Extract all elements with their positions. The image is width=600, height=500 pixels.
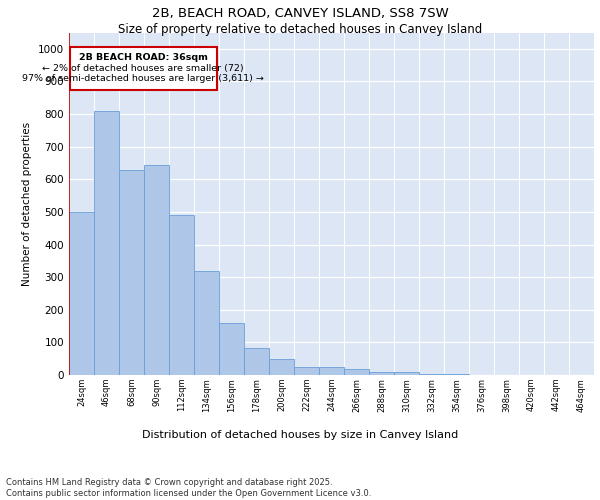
Bar xyxy=(69,212,94,375)
Text: Size of property relative to detached houses in Canvey Island: Size of property relative to detached ho… xyxy=(118,22,482,36)
Bar xyxy=(144,164,169,375)
Text: 97% of semi-detached houses are larger (3,611) →: 97% of semi-detached houses are larger (… xyxy=(22,74,264,84)
Text: ← 2% of detached houses are smaller (72): ← 2% of detached houses are smaller (72) xyxy=(42,64,244,73)
Text: 2B, BEACH ROAD, CANVEY ISLAND, SS8 7SW: 2B, BEACH ROAD, CANVEY ISLAND, SS8 7SW xyxy=(152,8,448,20)
Bar xyxy=(344,369,369,375)
Bar xyxy=(419,374,444,375)
Bar xyxy=(169,215,194,375)
FancyBboxPatch shape xyxy=(70,47,217,90)
Bar xyxy=(94,111,119,375)
Bar xyxy=(319,367,344,375)
Bar xyxy=(194,270,219,375)
Bar xyxy=(244,348,269,375)
Text: Distribution of detached houses by size in Canvey Island: Distribution of detached houses by size … xyxy=(142,430,458,440)
Bar xyxy=(369,372,394,375)
Y-axis label: Number of detached properties: Number of detached properties xyxy=(22,122,32,286)
Bar xyxy=(444,374,469,375)
Text: Contains HM Land Registry data © Crown copyright and database right 2025.
Contai: Contains HM Land Registry data © Crown c… xyxy=(6,478,371,498)
Bar xyxy=(219,323,244,375)
Bar xyxy=(119,170,144,375)
Text: 2B BEACH ROAD: 36sqm: 2B BEACH ROAD: 36sqm xyxy=(79,54,208,62)
Bar xyxy=(269,360,294,375)
Bar xyxy=(394,372,419,375)
Bar xyxy=(294,367,319,375)
